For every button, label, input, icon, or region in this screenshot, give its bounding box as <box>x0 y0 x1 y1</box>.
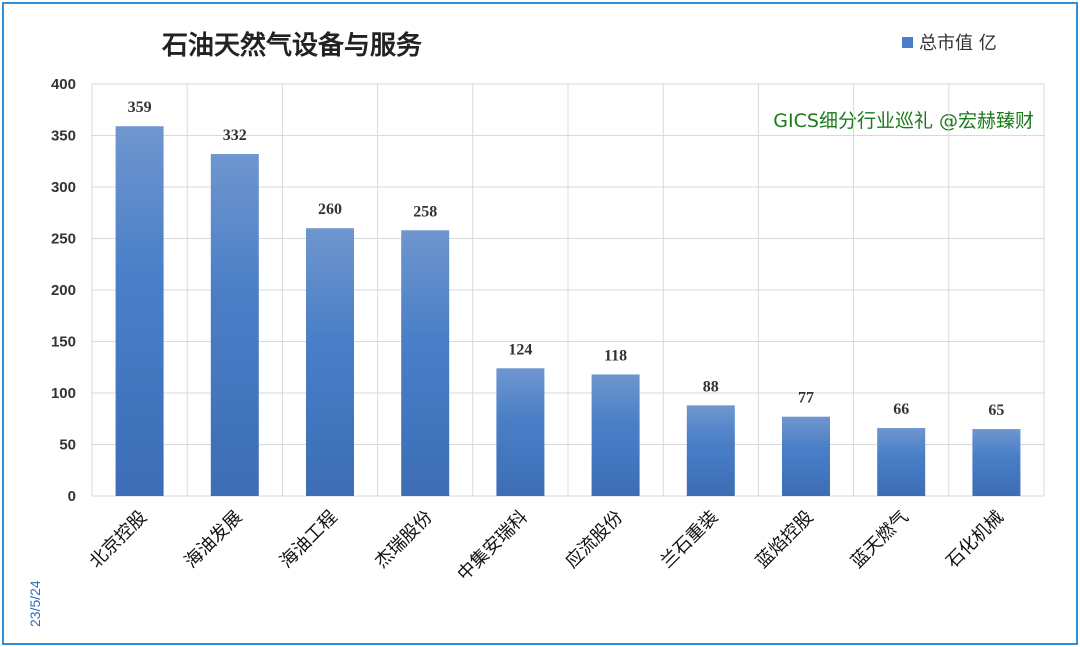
data-label: 77 <box>798 390 814 407</box>
data-label: 359 <box>128 99 152 116</box>
chart-canvas: 石油天然气设备与服务 总市值 亿 GICS细分行业巡礼 @宏赫臻财 23/5/2… <box>27 30 1045 627</box>
x-tick-label: 海油工程 <box>276 507 342 573</box>
date-label: 23/5/24 <box>27 580 43 627</box>
x-tick-label: 石化机械 <box>942 507 1008 573</box>
x-tick-label: 蓝焰控股 <box>752 507 818 573</box>
annotation-text: GICS细分行业巡礼 @宏赫臻财 <box>773 110 1034 132</box>
bar <box>686 405 735 496</box>
bar <box>115 126 164 496</box>
x-tick-label: 中集安瑞科 <box>453 507 531 585</box>
legend-swatch <box>902 37 913 48</box>
y-axis-ticks: 0 50 100 150 200 250 300 350 400 <box>51 76 76 505</box>
x-tick-label: 杰瑞股份 <box>371 507 437 573</box>
bars <box>115 126 1021 497</box>
bar <box>782 416 830 496</box>
legend-label: 总市值 亿 <box>919 33 997 54</box>
y-tick-label: 100 <box>51 385 76 402</box>
x-tick-label: 兰石重装 <box>657 507 723 573</box>
data-label: 258 <box>413 203 437 220</box>
y-tick-label: 200 <box>51 282 76 299</box>
x-tick-label: 海油发展 <box>181 507 247 573</box>
bar <box>591 374 640 496</box>
data-label: 124 <box>508 341 532 358</box>
data-label: 260 <box>318 201 342 218</box>
bar <box>496 368 545 496</box>
y-tick-label: 150 <box>51 334 76 351</box>
bar <box>306 228 354 496</box>
x-tick-label: 北京控股 <box>85 507 151 573</box>
data-label: 332 <box>223 127 247 144</box>
x-tick-label: 蓝天燃气 <box>847 507 913 573</box>
y-tick-label: 0 <box>68 488 76 505</box>
data-label: 66 <box>893 401 909 418</box>
y-tick-label: 350 <box>51 128 76 145</box>
data-label: 65 <box>988 402 1004 419</box>
y-tick-label: 50 <box>59 437 76 454</box>
data-label: 118 <box>604 347 627 364</box>
data-label: 88 <box>703 378 719 395</box>
bar <box>210 154 259 497</box>
data-labels: 359 332 260 258 124 118 88 77 66 65 <box>128 99 1005 419</box>
y-tick-label: 300 <box>51 179 76 196</box>
bar <box>877 428 926 496</box>
chart-title: 石油天然气设备与服务 <box>161 30 422 61</box>
x-tick-label: 应流股份 <box>561 507 627 573</box>
x-axis-ticks: 北京控股 海油发展 海油工程 杰瑞股份 中集安瑞科 应流股份 兰石重装 蓝焰控股 蓝天燃气 石化机… <box>85 507 1008 585</box>
y-tick-label: 250 <box>51 231 76 248</box>
bar <box>401 230 450 496</box>
legend: 总市值 亿 <box>902 33 997 54</box>
y-tick-label: 400 <box>51 76 76 93</box>
bar <box>972 429 1021 496</box>
